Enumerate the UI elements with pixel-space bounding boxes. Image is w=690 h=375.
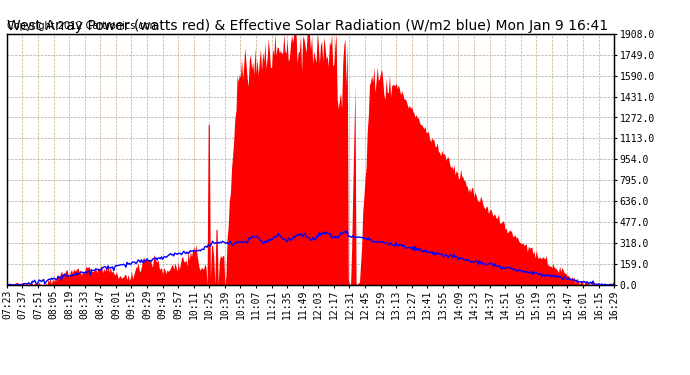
Text: Copyright 2012 Cartronics.com: Copyright 2012 Cartronics.com bbox=[7, 21, 159, 31]
Text: West Array Power (watts red) & Effective Solar Radiation (W/m2 blue) Mon Jan 9 1: West Array Power (watts red) & Effective… bbox=[7, 19, 608, 33]
